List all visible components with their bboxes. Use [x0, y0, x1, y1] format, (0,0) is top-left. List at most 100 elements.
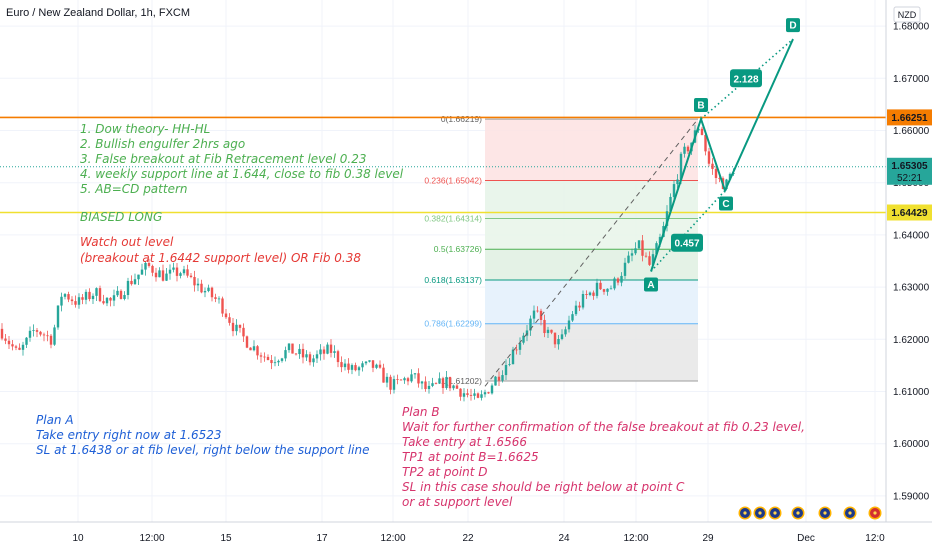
candle-body: [109, 297, 112, 301]
fib-level-label: 0.382(1.64314): [424, 214, 482, 224]
candle-body: [427, 385, 431, 390]
candle-body: [595, 282, 599, 296]
economic-events[interactable]: [738, 506, 882, 520]
horizontal-levels[interactable]: [0, 116, 886, 214]
candle-body: [144, 262, 147, 270]
candle-body: [620, 275, 623, 283]
candle-body: [487, 392, 490, 394]
candle-body: [683, 146, 686, 154]
price-tick-label: 1.62000: [893, 335, 930, 346]
candle-body: [11, 344, 14, 347]
price-axis[interactable]: [886, 0, 932, 550]
candle-body: [298, 348, 301, 355]
ratio-badge: 0.457: [671, 233, 703, 252]
event-dot: [823, 511, 827, 515]
candle-body: [501, 375, 504, 381]
candle-body: [515, 349, 518, 351]
fib-level-label: 0.5(1.63726): [434, 244, 482, 254]
event-dot: [873, 511, 877, 515]
candle-body: [259, 355, 263, 357]
candle-body: [102, 301, 105, 304]
candles: [0, 124, 735, 402]
currency-badge[interactable]: NZD: [893, 6, 921, 23]
candle-body: [329, 344, 333, 353]
candle-body: [238, 324, 242, 328]
candle-body: [483, 392, 487, 395]
candle-body: [46, 335, 49, 337]
price-tag-label: 1.66251: [891, 113, 928, 124]
time-tick-label: 10: [72, 533, 84, 544]
fib-level-label: 0.786(1.62299): [424, 319, 482, 329]
candle-body: [301, 348, 305, 358]
point-d-marker: D: [786, 18, 800, 33]
candle-body: [168, 269, 172, 274]
candle-body: [350, 365, 354, 370]
candle-body: [609, 288, 613, 290]
ratio-badge-bg: [730, 69, 762, 88]
time-tick-label: 29: [702, 533, 714, 544]
candle-body: [74, 301, 77, 305]
candle-body: [536, 310, 539, 312]
fib-zone: [485, 249, 698, 280]
candle-body: [88, 291, 91, 300]
candle-body: [679, 153, 683, 180]
candle-body: [389, 376, 392, 390]
currency-label: NZD: [898, 10, 917, 20]
point-label: B: [697, 101, 704, 112]
candle-body: [277, 360, 280, 363]
candle-body: [119, 290, 123, 299]
fib-zone: [485, 279, 698, 324]
event-flag-icon: [768, 506, 782, 520]
candle-body: [287, 343, 291, 351]
note-line: Take entry right now at 1.6523: [36, 428, 222, 442]
fib-level-label: 0.618(1.63137): [424, 275, 482, 285]
candle-body: [434, 383, 438, 385]
candle-body: [504, 364, 508, 376]
candle-body: [217, 298, 221, 300]
candle-body: [18, 347, 21, 350]
candle-body: [546, 329, 550, 334]
ratio-badge: 2.128: [730, 69, 762, 88]
candle-body: [599, 282, 602, 290]
candle-body: [616, 278, 620, 283]
candle-body: [581, 294, 585, 308]
candle-body: [4, 338, 7, 341]
candle-body: [592, 292, 595, 296]
candle-body: [648, 256, 651, 265]
candle-body: [452, 385, 455, 389]
candle-body: [364, 361, 368, 364]
candle-body: [224, 313, 228, 318]
candle-body: [725, 179, 728, 190]
fib-zone: [485, 119, 698, 181]
candle-body: [424, 381, 427, 390]
ratio-badge-bg: [671, 233, 703, 252]
time-tick-label: 12:00: [380, 533, 405, 544]
point-label: D: [789, 21, 796, 32]
note-line: 3. False breakout at Fib Retracement lev…: [80, 152, 367, 166]
candle-body: [112, 295, 116, 301]
candle-body: [630, 253, 634, 256]
candle-body: [392, 379, 396, 390]
candle-body: [175, 267, 179, 276]
candle-body: [280, 358, 284, 361]
candle-body: [522, 335, 525, 343]
candle-body: [151, 265, 154, 273]
candle-body: [35, 330, 39, 332]
candle-body: [438, 378, 441, 384]
candle-body: [53, 327, 56, 345]
symbol-title[interactable]: Euro / New Zealand Dollar, 1h, FXCM: [6, 7, 190, 19]
candle-body: [672, 184, 676, 197]
candle-body: [410, 374, 413, 382]
candle-body: [95, 288, 98, 296]
candle-body: [308, 354, 312, 363]
candle-body: [39, 331, 42, 335]
abcd-pattern[interactable]: A B C D 0.457 2.128: [484, 18, 800, 387]
candle-body: [459, 388, 462, 397]
candle-body: [333, 351, 336, 353]
candle-body: [196, 283, 200, 286]
candle-body: [417, 373, 420, 384]
candle-body: [707, 151, 711, 164]
